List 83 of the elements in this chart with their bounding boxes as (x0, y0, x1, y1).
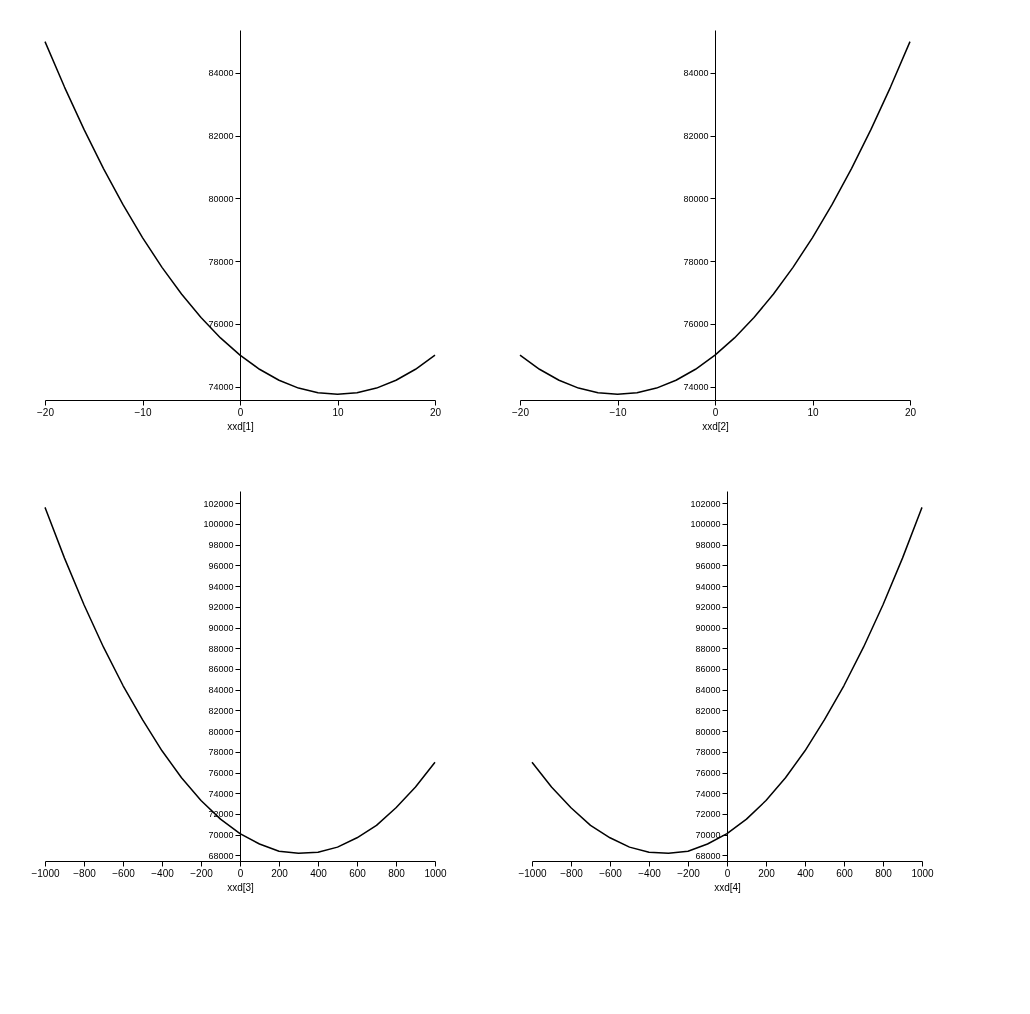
y-tick-label: 76000 (695, 768, 721, 779)
y-tick-label: 82000 (683, 131, 709, 142)
y-tick-label: 86000 (208, 664, 234, 675)
y-tick-label: 72000 (695, 809, 721, 820)
y-tick-label: 78000 (208, 256, 234, 267)
y-tick-label: 80000 (695, 726, 721, 737)
x-tick-label: 400 (797, 867, 815, 879)
y-tick-label: 86000 (695, 664, 721, 675)
x-axis-title: xxd[1] (227, 420, 255, 432)
x-tick-label: 0 (724, 867, 731, 879)
x-tick-label: −600 (112, 867, 136, 879)
y-tick-label: 74000 (208, 382, 234, 393)
x-tick-label: 0 (237, 406, 244, 418)
y-tick-label: 100000 (690, 519, 721, 530)
y-tick-label: 80000 (208, 193, 234, 204)
y-tick-label: 74000 (683, 382, 709, 393)
x-tick-label: −1000 (518, 867, 547, 879)
y-tick-label: 92000 (208, 602, 234, 613)
x-axis-title: xxd[4] (714, 881, 742, 893)
x-tick-label: 600 (349, 867, 367, 879)
x-tick-label: −400 (151, 867, 175, 879)
x-tick-label: 20 (429, 406, 442, 418)
y-tick-label: 92000 (695, 602, 721, 613)
y-tick-label: 90000 (208, 623, 234, 634)
y-tick-label: 70000 (208, 830, 234, 841)
y-tick-label: 74000 (208, 788, 234, 799)
x-tick-label: −400 (638, 867, 662, 879)
y-tick-label: 78000 (683, 256, 709, 267)
y-tick-label: 82000 (695, 705, 721, 716)
y-tick-label: 102000 (203, 498, 234, 509)
y-tick-label: 76000 (208, 768, 234, 779)
y-tick-label: 90000 (695, 623, 721, 634)
x-axis-title: xxd[3] (227, 881, 255, 893)
x-tick-label: 1000 (424, 867, 448, 879)
x-tick-label: 600 (836, 867, 854, 879)
x-tick-label: −10 (609, 406, 627, 418)
x-tick-label: −1000 (31, 867, 60, 879)
y-tick-label: 96000 (208, 560, 234, 571)
y-tick-label: 102000 (690, 498, 721, 509)
y-tick-label: 96000 (695, 560, 721, 571)
y-tick-label: 98000 (695, 540, 721, 551)
x-tick-label: 10 (807, 406, 819, 418)
y-tick-label: 68000 (208, 850, 234, 861)
x-tick-label: 0 (712, 406, 719, 418)
x-tick-label: 0 (237, 867, 244, 879)
y-tick-label: 100000 (203, 519, 234, 530)
y-tick-label: 76000 (208, 319, 234, 330)
y-tick-label: 94000 (208, 581, 234, 592)
x-tick-label: 400 (310, 867, 328, 879)
x-tick-label: −20 (512, 406, 530, 418)
y-tick-label: 84000 (208, 685, 234, 696)
x-tick-label: 1000 (911, 867, 935, 879)
x-axis-title: xxd[2] (702, 420, 730, 432)
x-tick-label: −800 (560, 867, 584, 879)
x-tick-label: −20 (37, 406, 55, 418)
x-tick-label: 200 (758, 867, 776, 879)
y-tick-label: 84000 (695, 685, 721, 696)
x-tick-label: 800 (388, 867, 406, 879)
y-tick-label: 80000 (683, 193, 709, 204)
y-tick-label: 88000 (208, 643, 234, 654)
y-tick-label: 82000 (208, 131, 234, 142)
x-tick-label: −10 (134, 406, 152, 418)
y-tick-label: 78000 (208, 747, 234, 758)
y-tick-label: 82000 (208, 705, 234, 716)
y-tick-label: 84000 (208, 68, 234, 79)
x-tick-label: −200 (677, 867, 701, 879)
y-tick-label: 74000 (695, 788, 721, 799)
x-tick-label: 800 (875, 867, 893, 879)
x-tick-label: 200 (271, 867, 289, 879)
x-tick-label: −200 (190, 867, 214, 879)
y-tick-label: 68000 (695, 850, 721, 861)
x-tick-label: −600 (599, 867, 623, 879)
y-tick-label: 76000 (683, 319, 709, 330)
x-tick-label: 10 (332, 406, 344, 418)
x-tick-label: 20 (904, 406, 917, 418)
y-tick-label: 80000 (208, 726, 234, 737)
y-tick-label: 88000 (695, 643, 721, 654)
y-tick-label: 98000 (208, 540, 234, 551)
y-tick-label: 70000 (695, 830, 721, 841)
y-tick-label: 94000 (695, 581, 721, 592)
y-tick-label: 78000 (695, 747, 721, 758)
x-tick-label: −800 (73, 867, 97, 879)
y-tick-label: 84000 (683, 68, 709, 79)
